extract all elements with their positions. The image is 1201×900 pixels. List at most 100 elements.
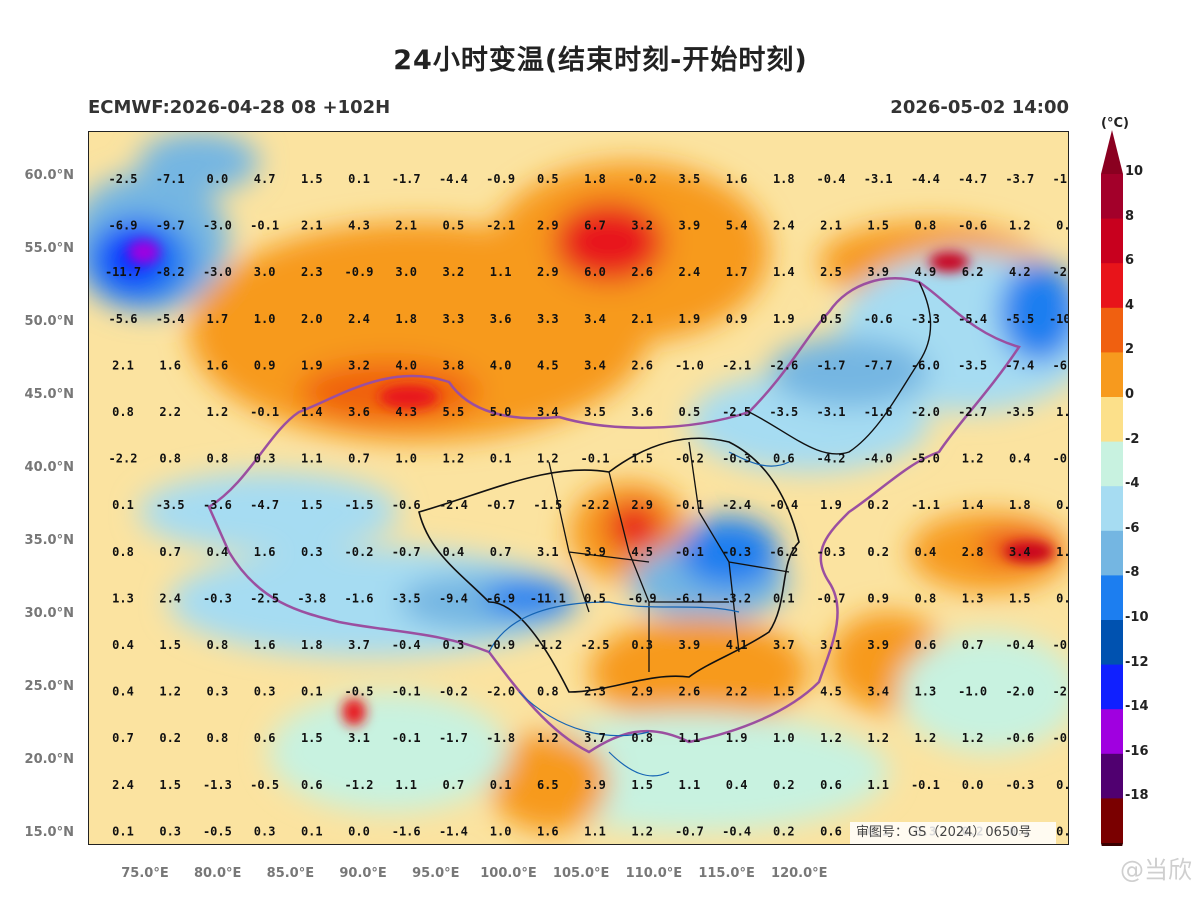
grid-value: -1.6 <box>392 824 421 838</box>
grid-value: 2.6 <box>631 358 653 372</box>
grid-value: -2.1 <box>722 358 751 372</box>
grid-value: -2.4 <box>722 498 751 512</box>
china-border <box>207 277 1021 754</box>
grid-value: 2.3 <box>584 685 606 699</box>
grid-value: -0.1 <box>392 685 421 699</box>
grid-value: 3.9 <box>584 545 606 559</box>
grid-value: -6.1 <box>675 591 704 605</box>
grid-value: -0.1 <box>581 452 610 466</box>
grid-value: -0.7 <box>486 498 515 512</box>
grid-value: 2.4 <box>773 219 795 233</box>
grid-value: -0.1 <box>250 219 279 233</box>
grid-value: 3.9 <box>867 265 889 279</box>
grid-value: 0.5 <box>537 172 559 186</box>
grid-value: 4.0 <box>490 358 512 372</box>
grid-value: 1.0 <box>254 312 276 326</box>
grid-value: 3.7 <box>584 731 606 745</box>
grid-value: -9.4 <box>439 591 468 605</box>
colorbar-segment <box>1101 664 1123 710</box>
grid-value: 0.2 <box>867 545 889 559</box>
grid-value: 1.9 <box>301 358 323 372</box>
lon-label: 115.0°E <box>698 866 755 881</box>
grid-value: 0.9 <box>726 312 748 326</box>
grid-value: -4.4 <box>439 172 468 186</box>
grid-value: 4.3 <box>348 219 370 233</box>
grid-value: 0.4 <box>112 638 134 652</box>
grid-value: 2.9 <box>631 685 653 699</box>
grid-value: 1.6 <box>254 545 276 559</box>
grid-value: 2.8 <box>962 545 984 559</box>
grid-value: -0.1 <box>675 545 704 559</box>
grid-value: 3.4 <box>1009 545 1031 559</box>
grid-value: -0.3 <box>1053 452 1069 466</box>
grid-value: 1.2 <box>443 452 465 466</box>
grid-value: 0.4 <box>726 778 748 792</box>
grid-value: -2.0 <box>1005 685 1034 699</box>
lat-label: 20.0°N <box>24 752 74 767</box>
temperature-change-map: -2.5 -7.1 0.0 4.7 1.5 0.1 -1.7 -4.4 -0.9 0.5 1.8 -0… <box>88 131 1069 845</box>
grid-value: 3.3 <box>537 312 559 326</box>
grid-value: 2.1 <box>112 358 134 372</box>
grid-value: 0.1 <box>112 824 134 838</box>
grid-value: 0.6 <box>915 638 937 652</box>
grid-value: -3.6 <box>203 498 232 512</box>
grid-value: -3.5 <box>392 591 421 605</box>
grid-value: -2.4 <box>439 498 468 512</box>
grid-value: 2.2 <box>159 405 181 419</box>
grid-value: 1.8 <box>773 172 795 186</box>
grid-value: 0.8 <box>207 731 229 745</box>
grid-value: 0.8 <box>112 405 134 419</box>
temperature-field-detail <box>128 240 1054 726</box>
grid-value: -0.6 <box>392 498 421 512</box>
grid-value: -1.5 <box>345 498 374 512</box>
colorbar-unit: (°C) <box>1101 116 1129 131</box>
grid-value: 3.4 <box>537 405 559 419</box>
colorbar-tick-label: 0 <box>1125 387 1135 402</box>
grid-value: 1.6 <box>254 638 276 652</box>
grid-value: 3.0 <box>254 265 276 279</box>
grid-value: -2.2 <box>581 498 610 512</box>
grid-value: 2.9 <box>537 265 559 279</box>
province-outline-central <box>418 437 800 693</box>
grid-value: 3.3 <box>443 312 465 326</box>
grid-value: -2.0 <box>486 685 515 699</box>
grid-value: 0.3 <box>254 452 276 466</box>
grid-value: 1.5 <box>159 778 181 792</box>
grid-value: -0.7 <box>392 545 421 559</box>
map-approval-number: 审图号：GS（2024）0650号 <box>850 822 1056 844</box>
grid-value: -3.1 <box>817 405 846 419</box>
grid-value: 3.4 <box>867 685 889 699</box>
grid-value: 1.2 <box>537 731 559 745</box>
grid-value: 3.1 <box>820 638 842 652</box>
grid-value: -5.4 <box>958 312 987 326</box>
grid-value: 0.7 <box>443 778 465 792</box>
grid-value: 4.2 <box>1009 265 1031 279</box>
grid-value: -1.0 <box>675 358 704 372</box>
grid-value: -7.1 <box>156 172 185 186</box>
grid-value: 1.3 <box>915 685 937 699</box>
grid-value: 0.1 <box>1056 824 1069 838</box>
grid-value: 1.0 <box>490 824 512 838</box>
colorbar-tick-label: -18 <box>1125 788 1149 804</box>
grid-value: 4.1 <box>726 638 748 652</box>
grid-value: -3.0 <box>203 265 232 279</box>
rivers <box>488 601 740 737</box>
grid-value: 1.5 <box>631 778 653 792</box>
valid-time: 2026-05-02 14:00 <box>890 97 1069 118</box>
colorbar-tick-label: 2 <box>1125 342 1135 358</box>
rivers-secondary <box>608 451 790 777</box>
colorbar-segment <box>1101 441 1123 487</box>
grid-value: 4.3 <box>395 405 417 419</box>
province-lines <box>548 441 790 672</box>
grid-value: 0.3 <box>207 685 229 699</box>
grid-value: 1.2 <box>867 731 889 745</box>
grid-value: 1.5 <box>301 172 323 186</box>
grid-value: -8.2 <box>156 265 185 279</box>
grid-value: 1.5 <box>773 685 795 699</box>
grid-value: 0.9 <box>254 358 276 372</box>
grid-value: -0.1 <box>250 405 279 419</box>
grid-value: 0.4 <box>915 545 937 559</box>
grid-value: -11.7 <box>105 265 141 279</box>
grid-value: 0.7 <box>962 638 984 652</box>
lat-label: 55.0°N <box>24 241 74 256</box>
